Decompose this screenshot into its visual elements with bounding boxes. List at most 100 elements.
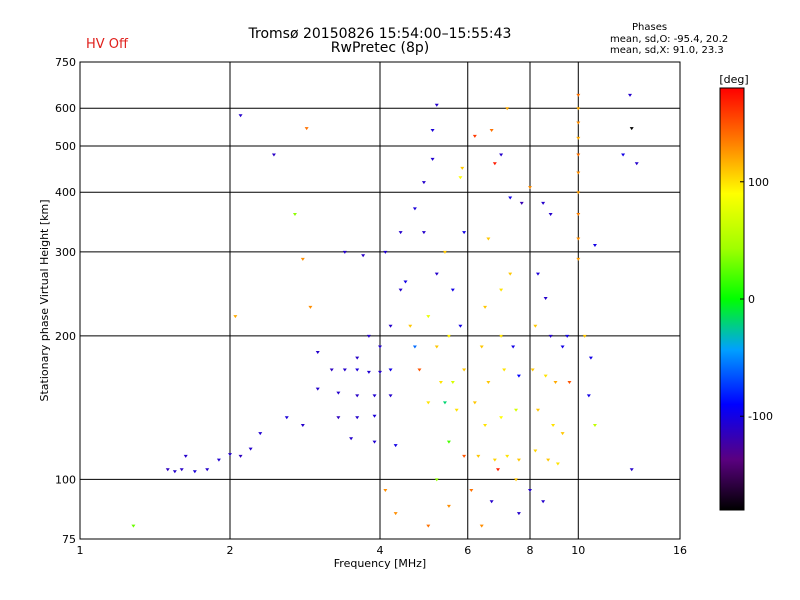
data-point	[336, 391, 341, 395]
data-point	[372, 414, 377, 418]
data-point	[533, 324, 538, 328]
data-point	[576, 107, 581, 111]
data-point	[454, 408, 459, 412]
data-point	[546, 458, 551, 462]
data-point	[458, 176, 463, 180]
data-point	[458, 324, 463, 328]
data-point	[492, 458, 497, 462]
phase-stats-title: Phases	[632, 22, 668, 33]
data-point	[479, 524, 484, 528]
data-point	[514, 408, 519, 412]
data-point	[388, 368, 393, 372]
data-point	[349, 437, 354, 441]
data-point	[421, 231, 426, 235]
data-point	[592, 424, 597, 428]
data-point	[372, 394, 377, 398]
data-point	[434, 272, 439, 276]
data-point	[592, 244, 597, 248]
data-point	[489, 129, 494, 133]
data-point	[472, 134, 477, 138]
data-point	[576, 121, 581, 125]
data-point	[383, 250, 388, 254]
data-point	[576, 93, 581, 97]
data-point	[205, 468, 210, 472]
data-point	[499, 334, 504, 338]
chart-subtitle: RwPretec (8p)	[330, 40, 430, 56]
data-point	[378, 345, 382, 349]
data-point	[576, 171, 581, 175]
data-point	[462, 368, 467, 372]
data-point	[483, 305, 488, 309]
data-point	[499, 416, 504, 420]
y-tick-label: 750	[55, 56, 76, 69]
chart-title: Tromsø 20150826 15:54:00–15:55:43	[248, 26, 512, 42]
phase-stats-x: mean, sd,X: 91.0, 23.3	[610, 45, 724, 56]
data-point	[426, 401, 431, 405]
data-point	[588, 356, 593, 360]
data-point	[560, 432, 565, 436]
data-point	[426, 315, 431, 319]
data-point	[434, 345, 439, 349]
data-point	[560, 345, 565, 349]
data-point	[165, 468, 170, 472]
data-point	[576, 136, 581, 140]
data-point	[183, 454, 188, 458]
hv-status-label: HV Off	[86, 37, 128, 52]
x-tick-label: 16	[673, 544, 687, 557]
data-point	[238, 114, 243, 118]
data-point	[172, 470, 177, 474]
data-point	[372, 440, 377, 444]
data-point	[355, 356, 360, 360]
data-point	[329, 368, 334, 372]
data-point	[378, 370, 382, 374]
colorbar-ticks: 100 0 -100	[740, 176, 773, 423]
data-point	[355, 394, 360, 398]
data-point	[629, 468, 634, 472]
y-axis-label: Stationary phase Virtual Height [km]	[38, 199, 51, 401]
data-point	[300, 424, 305, 428]
data-point	[576, 257, 581, 261]
data-point	[398, 288, 403, 292]
data-point	[628, 93, 633, 97]
x-tick-label: 1	[77, 544, 84, 557]
y-tick-label: 600	[55, 102, 76, 115]
data-point	[553, 381, 558, 385]
data-point	[179, 468, 184, 472]
data-point	[412, 207, 417, 211]
colorbar-tick-label: 100	[748, 176, 769, 189]
data-point	[535, 272, 540, 276]
data-point	[576, 213, 581, 217]
data-point	[417, 368, 422, 372]
data-point	[621, 153, 626, 157]
data-point	[469, 489, 474, 493]
data-point	[634, 162, 639, 166]
x-tick-label: 4	[377, 544, 384, 557]
data-point	[582, 334, 587, 338]
data-point	[489, 500, 494, 504]
colorbar-tick-label: -100	[748, 410, 773, 423]
y-tick-label: 300	[55, 246, 76, 259]
data-point	[442, 250, 447, 254]
data-point	[576, 191, 581, 195]
plot-frame	[79, 61, 681, 540]
data-point	[462, 231, 467, 235]
colorbar-label: [deg]	[719, 73, 748, 86]
data-point	[271, 153, 276, 157]
y-axis-ticks: 75 100 200 300 400 500 600 750	[55, 56, 76, 546]
data-point	[434, 103, 439, 107]
data-points	[131, 93, 639, 528]
data-point	[355, 368, 360, 372]
data-point	[393, 444, 398, 448]
data-point	[499, 288, 504, 292]
data-point	[541, 500, 546, 504]
y-tick-label: 200	[55, 330, 76, 343]
data-point	[398, 231, 403, 235]
x-tick-label: 10	[571, 544, 585, 557]
data-point	[284, 416, 289, 420]
grid	[79, 61, 681, 540]
data-point	[315, 387, 320, 391]
data-point	[576, 237, 581, 241]
data-point	[528, 489, 532, 493]
data-point	[479, 345, 484, 349]
data-point	[258, 432, 263, 436]
